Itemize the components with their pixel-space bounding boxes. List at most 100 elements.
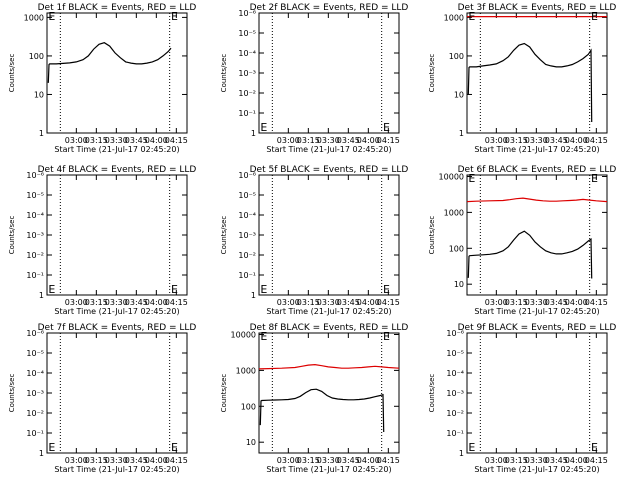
y-tick-label: 10⁻³ [26, 231, 44, 240]
y-tick-label: 1 [39, 129, 44, 138]
y-axis-label: Counts/sec [428, 54, 436, 93]
x-tick-label: 03:30 [105, 298, 128, 307]
y-tick-label: 10⁻² [26, 251, 44, 260]
y-tick-label: 10⁻⁴ [26, 369, 44, 378]
x-tick-label: 03:30 [317, 456, 340, 465]
y-tick-label: 10000 [231, 330, 256, 339]
x-tick-label: 04:00 [145, 298, 168, 307]
y-tick-label: 1 [459, 129, 464, 138]
chart-panel-3: Det 3f BLACK = Events, RED = LLD 1 10 100 10… [428, 3, 616, 154]
y-axis-label: Counts/sec [8, 54, 16, 93]
x-tick-label: 03:00 [65, 136, 88, 145]
x-tick-label: 04:15 [585, 298, 608, 307]
y-tick-label: 1000 [444, 13, 464, 22]
x-tick-label: 04:15 [165, 136, 188, 145]
y-tick-label: 100 [29, 52, 44, 61]
x-tick-label: 03:45 [545, 136, 568, 145]
x-tick-label: 03:00 [65, 298, 88, 307]
e-marker: E [48, 10, 55, 23]
e-marker: E [48, 441, 55, 454]
plot-frame [466, 12, 608, 134]
e-marker: E [383, 121, 390, 134]
x-axis-label: Start Time (21-Jul-17 02:45:20) [474, 465, 599, 474]
x-tick-label: 04:00 [565, 298, 588, 307]
x-axis-label: Start Time (21-Jul-17 02:45:20) [474, 307, 599, 316]
x-tick-label: 03:15 [505, 298, 528, 307]
y-tick-label: 10⁻¹ [26, 429, 44, 438]
plot-frame [258, 174, 400, 296]
e-marker: E [468, 172, 475, 185]
chart-panel-2: Det 2f BLACK = Events, RED = LLD 1 10⁻¹ 10⁻… [220, 3, 408, 154]
y-tick-label: 10⁻⁴ [26, 211, 44, 220]
x-tick-label: 03:45 [125, 456, 148, 465]
x-tick-label: 04:00 [145, 136, 168, 145]
x-tick-label: 03:00 [277, 136, 300, 145]
x-tick-label: 03:30 [525, 456, 548, 465]
x-tick-label: 04:00 [565, 136, 588, 145]
y-axis-label: Counts/sec [220, 216, 228, 255]
x-tick-label: 03:30 [105, 136, 128, 145]
y-tick-label: 10 [454, 280, 464, 289]
chart-panel-8: Det 8f BLACK = Events, RED = LLD 10 100 100… [220, 323, 408, 474]
y-tick-label: 10⁻⁶ [26, 329, 44, 338]
x-tick-label: 03:45 [337, 298, 360, 307]
x-tick-label: 03:45 [545, 298, 568, 307]
y-tick-label: 100 [241, 402, 256, 411]
x-tick-label: 04:15 [377, 456, 400, 465]
chart-panel-7: Det 7f BLACK = Events, RED = LLD 1 10⁻¹ 10⁻… [8, 323, 196, 474]
x-tick-label: 03:15 [297, 456, 320, 465]
x-tick-label: 04:15 [377, 136, 400, 145]
y-tick-label: 10⁻⁴ [238, 211, 256, 220]
x-axis-label: Start Time (21-Jul-17 02:45:20) [266, 307, 391, 316]
chart-panel-9: Det 9f BLACK = Events, RED = LLD 1 10⁻¹ 10⁻… [428, 323, 616, 474]
y-tick-label: 1000 [444, 208, 464, 217]
y-tick-label: 10⁻⁶ [238, 171, 256, 180]
e-marker: E [260, 283, 267, 296]
y-tick-label: 10⁻⁶ [26, 171, 44, 180]
e-marker: E [260, 330, 267, 343]
y-tick-label: 10⁻⁴ [238, 49, 256, 58]
x-tick-label: 04:15 [585, 136, 608, 145]
x-tick-label: 03:15 [85, 456, 108, 465]
chart-panel-4: Det 4f BLACK = Events, RED = LLD 1 10⁻¹ 10⁻… [8, 165, 196, 316]
events-series-line [47, 42, 172, 83]
x-tick-label: 03:15 [297, 136, 320, 145]
x-axis-label: Start Time (21-Jul-17 02:45:20) [54, 307, 179, 316]
x-tick-label: 03:30 [525, 298, 548, 307]
y-axis-label: Counts/sec [428, 216, 436, 255]
x-tick-label: 03:15 [505, 136, 528, 145]
x-tick-label: 03:00 [277, 298, 300, 307]
e-marker: E [591, 441, 598, 454]
e-marker: E [171, 441, 178, 454]
events-series-line [467, 42, 593, 123]
x-axis-label: Start Time (21-Jul-17 02:45:20) [266, 145, 391, 154]
panel-title: Det 5f BLACK = Events, RED = LLD [250, 165, 409, 175]
plot-frame [46, 12, 188, 134]
x-tick-label: 03:45 [545, 456, 568, 465]
panel-title: Det 8f BLACK = Events, RED = LLD [250, 323, 409, 333]
x-tick-label: 04:15 [165, 298, 188, 307]
y-tick-label: 10⁻³ [238, 69, 256, 78]
y-tick-label: 10 [246, 438, 256, 447]
x-tick-label: 04:15 [165, 456, 188, 465]
x-tick-label: 04:00 [357, 136, 380, 145]
panel-title: Det 2f BLACK = Events, RED = LLD [250, 3, 409, 13]
y-axis-label: Counts/sec [428, 374, 436, 413]
x-tick-label: 04:15 [585, 456, 608, 465]
chart-panel-5: Det 5f BLACK = Events, RED = LLD 1 10⁻¹ 10⁻… [220, 165, 408, 316]
y-tick-label: 10⁻² [238, 89, 256, 98]
e-marker: E [48, 283, 55, 296]
y-axis-label: Counts/sec [220, 54, 228, 93]
x-tick-label: 03:00 [277, 456, 300, 465]
e-marker: E [171, 10, 178, 23]
panel-title: Det 9f BLACK = Events, RED = LLD [458, 323, 617, 333]
e-marker: E [468, 10, 475, 23]
x-axis-label: Start Time (21-Jul-17 02:45:20) [266, 465, 391, 474]
plot-frame [46, 174, 188, 296]
x-tick-label: 03:15 [85, 136, 108, 145]
x-tick-label: 04:15 [377, 298, 400, 307]
y-tick-label: 10⁻¹ [446, 429, 464, 438]
y-tick-label: 1000 [24, 13, 44, 22]
plot-frame [466, 332, 608, 454]
